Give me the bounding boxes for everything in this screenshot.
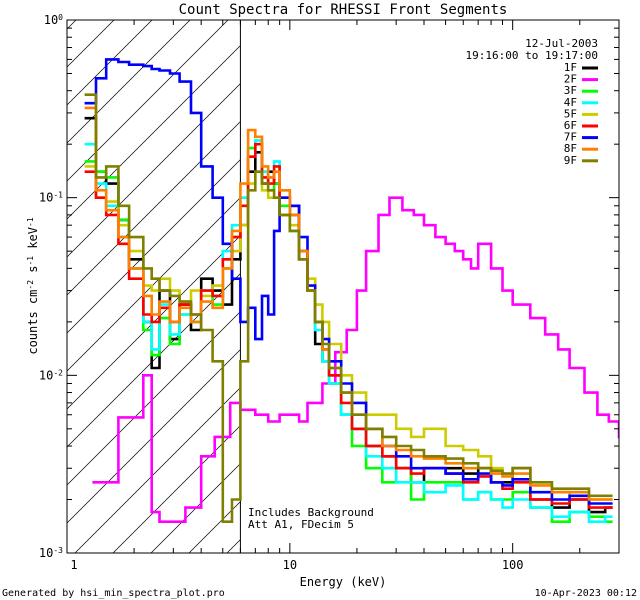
series-line-7F bbox=[84, 58, 613, 505]
y-axis-label-part: counts cm bbox=[26, 290, 40, 355]
x-tick-label: 10 bbox=[283, 558, 297, 572]
y-axis-label-exponent: -1 bbox=[26, 256, 35, 266]
hatch-line bbox=[67, 20, 267, 220]
excluded-energy-region bbox=[67, 20, 619, 553]
legend-label: 5F bbox=[564, 107, 577, 120]
chart-title: Count Spectra for RHESSI Front Segments bbox=[179, 2, 508, 18]
y-tick-label: 100 bbox=[44, 13, 63, 28]
hatch-mask bbox=[240, 20, 619, 553]
y-axis-label-exponent: -2 bbox=[26, 280, 35, 290]
hatch-line bbox=[67, 20, 191, 144]
y-axis-label-part: keV bbox=[26, 227, 40, 256]
series-group bbox=[84, 58, 619, 523]
plot-frame bbox=[66, 19, 620, 554]
legend-label: 9F bbox=[564, 154, 577, 167]
x-axis-label: Energy (keV) bbox=[300, 575, 387, 589]
legend-label: 7F bbox=[564, 131, 577, 144]
background-note: Includes Background bbox=[248, 506, 374, 519]
y-tick-label: 10-2 bbox=[39, 368, 63, 383]
footer-timestamp: 10-Apr-2023 00:12 bbox=[535, 588, 637, 599]
legend-label: 8F bbox=[564, 142, 577, 155]
time-range-label: 19:16:00 to 19:17:00 bbox=[466, 49, 598, 62]
hatch-line bbox=[67, 20, 77, 30]
legend-label: 3F bbox=[564, 84, 577, 97]
y-axis-label-exponent: -1 bbox=[26, 217, 35, 227]
date-label: 12-Jul-2003 bbox=[525, 37, 598, 50]
legend-label: 2F bbox=[564, 73, 577, 86]
y-axis-label-part: s bbox=[26, 266, 40, 280]
hatch-line bbox=[67, 20, 229, 182]
series-line-2F bbox=[92, 196, 619, 523]
y-axis-label: counts cm-2 s-1 keV-1 bbox=[26, 217, 41, 354]
x-tick-label: 1 bbox=[70, 558, 77, 572]
y-tick-label: 10-1 bbox=[39, 190, 63, 205]
legend-label: 6F bbox=[564, 119, 577, 132]
y-tick-label: 10-3 bbox=[39, 546, 63, 561]
legend-label: 4F bbox=[564, 96, 577, 109]
legend-label: 1F bbox=[564, 61, 577, 74]
hatch-line bbox=[67, 20, 305, 258]
hatch-line bbox=[67, 20, 153, 106]
x-tick-label: 100 bbox=[502, 558, 524, 572]
footer-generator: Generated by hsi_min_spectra_plot.pro bbox=[2, 588, 225, 599]
attenuator-note: Att A1, FDecim 5 bbox=[248, 518, 354, 531]
series-line-9F bbox=[84, 93, 613, 523]
axes: 10 100 1 100 10-1 10-2 10-3 bbox=[39, 13, 620, 572]
